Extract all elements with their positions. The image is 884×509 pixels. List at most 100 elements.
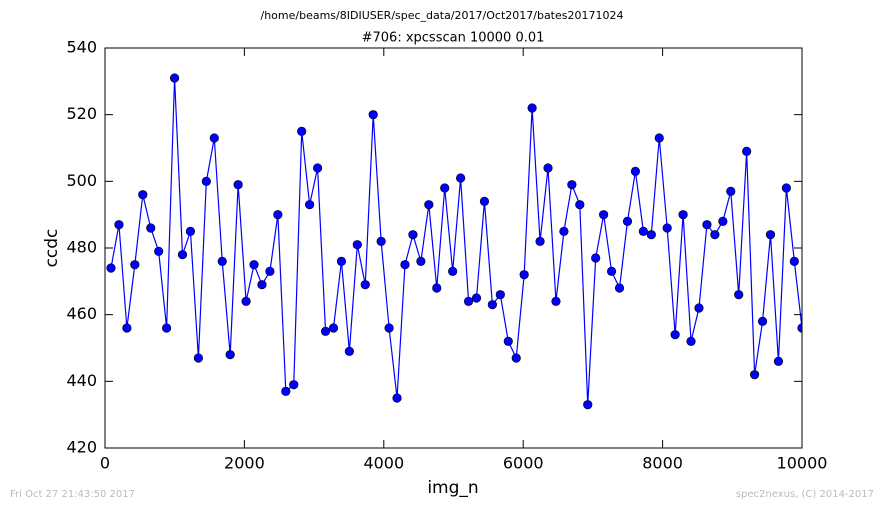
data-point	[114, 220, 124, 230]
data-point	[527, 103, 537, 113]
data-point	[638, 226, 648, 236]
data-point	[575, 200, 585, 210]
data-point	[376, 236, 386, 246]
x-tick-label: 6000	[503, 454, 544, 473]
data-point	[352, 240, 362, 250]
data-point	[765, 230, 776, 240]
footer-left: Fri Oct 27 21:43:50 2017	[10, 489, 135, 500]
data-point	[344, 346, 354, 356]
data-point	[146, 223, 156, 233]
data-point	[305, 200, 315, 210]
data-point	[328, 323, 339, 333]
data-point	[185, 226, 196, 236]
data-point	[495, 290, 505, 300]
data-point	[591, 253, 601, 263]
data-point	[384, 323, 394, 333]
data-point	[201, 176, 211, 186]
data-point	[281, 386, 291, 396]
data-point	[312, 163, 323, 173]
data-point	[535, 236, 545, 246]
data-point	[432, 283, 442, 293]
plot-area	[106, 73, 802, 410]
data-point	[416, 256, 426, 266]
data-line	[110, 77, 802, 405]
data-point	[670, 330, 680, 340]
data-point	[289, 380, 299, 390]
data-point	[273, 210, 283, 220]
data-point	[710, 230, 720, 240]
y-tick-label: 500	[66, 171, 97, 190]
data-point	[265, 266, 275, 276]
data-point	[193, 353, 203, 363]
data-point	[757, 316, 768, 326]
y-tick-label: 460	[66, 304, 97, 323]
data-point	[471, 293, 482, 303]
data-point	[241, 296, 251, 306]
x-tick-label: 2000	[224, 454, 265, 473]
data-point	[646, 230, 656, 240]
data-point	[622, 216, 633, 226]
data-point	[249, 260, 259, 270]
data-point	[702, 220, 712, 230]
data-point	[606, 266, 617, 276]
x-tick-label: 0	[100, 454, 110, 473]
data-point	[122, 323, 132, 333]
data-point	[336, 256, 347, 266]
data-point	[392, 393, 402, 403]
data-point	[424, 200, 434, 210]
data-point	[614, 283, 625, 293]
data-point	[169, 73, 180, 83]
data-point	[106, 263, 116, 273]
chart-title: #706: xpcsscan 10000 0.01	[362, 31, 545, 46]
data-point	[519, 270, 529, 280]
data-point	[257, 280, 267, 290]
data-point	[162, 323, 172, 333]
data-point	[138, 190, 148, 200]
data-point	[503, 336, 513, 346]
data-point	[209, 133, 219, 143]
data-point	[400, 260, 410, 270]
data-point	[543, 163, 553, 173]
data-point	[773, 356, 784, 366]
data-point	[408, 230, 418, 240]
data-point	[130, 260, 140, 270]
data-point	[233, 180, 243, 190]
data-point	[718, 216, 728, 226]
data-point	[551, 296, 561, 306]
data-point	[463, 296, 474, 306]
data-point	[567, 180, 577, 190]
y-tick-label: 520	[66, 104, 97, 123]
plot-frame	[104, 47, 803, 449]
y-axis-label: ccdc	[42, 229, 62, 268]
y-tick-label: 480	[66, 238, 97, 257]
data-point	[177, 250, 188, 260]
data-point	[456, 173, 466, 183]
data-point	[479, 196, 490, 206]
data-point	[789, 256, 799, 266]
data-point	[360, 280, 370, 290]
data-point	[742, 146, 752, 156]
data-point	[448, 266, 458, 276]
data-point	[726, 186, 736, 196]
x-axis-label: img_n	[427, 478, 478, 498]
y-tick-label: 420	[66, 438, 97, 457]
data-point	[559, 226, 569, 236]
data-point	[154, 246, 164, 256]
data-point	[297, 126, 307, 136]
data-point	[734, 290, 744, 300]
data-point	[599, 210, 609, 220]
data-point	[320, 326, 331, 336]
data-point	[678, 210, 688, 220]
data-point	[217, 256, 227, 266]
data-point	[487, 300, 497, 310]
suptitle: /home/beams/8IDIUSER/spec_data/2017/Oct2…	[261, 9, 624, 22]
data-point	[511, 353, 521, 363]
y-tick-label: 440	[66, 371, 97, 390]
y-tick-label: 540	[66, 38, 97, 57]
data-point	[694, 303, 704, 313]
data-point	[797, 323, 802, 333]
data-point	[225, 350, 235, 360]
data-point	[630, 166, 641, 176]
data-point	[686, 336, 696, 346]
